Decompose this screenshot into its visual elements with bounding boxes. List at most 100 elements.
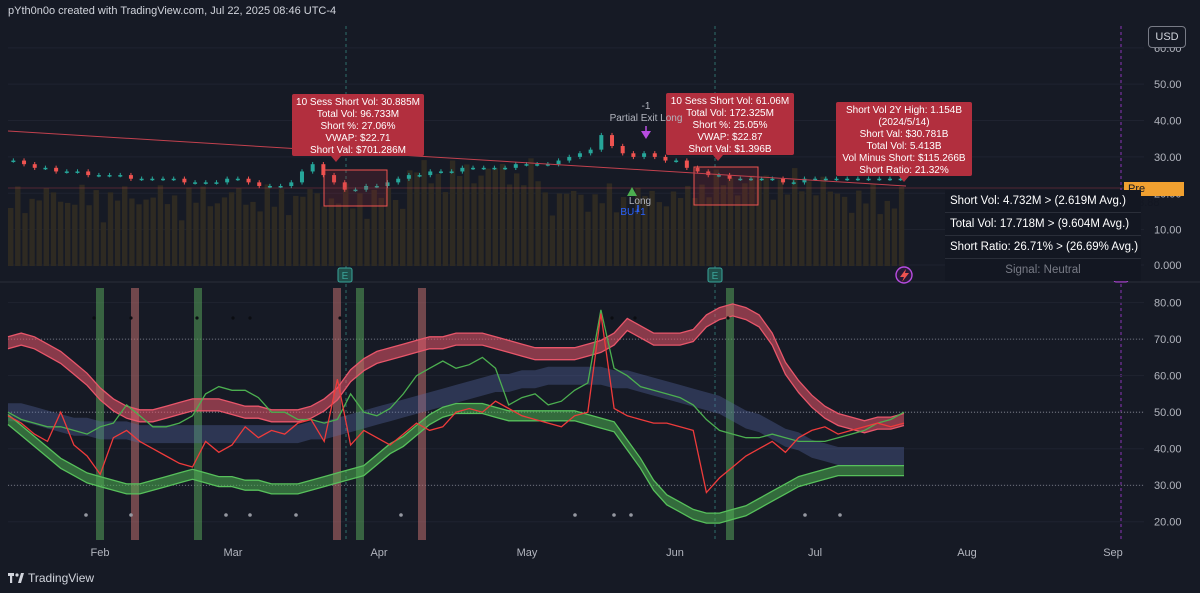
volume-bar [492, 168, 498, 266]
candle-body [524, 164, 529, 166]
volume-bar [43, 188, 49, 266]
bottom-dot [248, 513, 252, 517]
price-y-tick: 50.00 [1154, 79, 1182, 91]
volume-bar [585, 211, 591, 266]
volume-bar [236, 188, 242, 266]
candle-body [631, 153, 636, 157]
volume-bar [799, 191, 805, 266]
volume-bar [328, 198, 335, 266]
candle-body [214, 182, 219, 184]
osc-y-tick: 20.00 [1154, 517, 1182, 529]
volume-bar [471, 183, 477, 266]
annotation-line: Short %: 25.05% [692, 120, 767, 131]
time-tick: Feb [91, 547, 110, 559]
footer-brand-label: TradingView [28, 571, 95, 585]
volume-bar [849, 212, 855, 266]
volume-bar [93, 190, 99, 266]
volume-bar [264, 184, 270, 266]
candle-body [193, 182, 198, 184]
long-arrow-icon [627, 187, 637, 196]
time-tick: Jun [666, 547, 684, 559]
annotation-box [292, 94, 424, 156]
time-tick: Mar [224, 547, 243, 559]
volume-bar [129, 198, 135, 266]
candle-body [385, 182, 390, 186]
volume-bar [314, 193, 320, 266]
volume-bar [656, 202, 662, 266]
price-y-tick: 30.00 [1154, 152, 1182, 164]
volume-bar [649, 190, 655, 266]
volume-bar [556, 193, 563, 266]
red-oscillator-line [7, 313, 905, 494]
candle-body [22, 160, 27, 165]
volume-bar [742, 183, 748, 266]
volume-bar [478, 175, 484, 266]
volume-bar [193, 202, 199, 266]
volume-bar [200, 186, 206, 266]
volume-bar [321, 206, 327, 266]
candle-body [663, 156, 668, 161]
volume-bar [79, 184, 85, 266]
bottom-dot [629, 513, 633, 517]
earnings-marker: E [337, 267, 353, 283]
candle-body [449, 171, 454, 173]
footer-brand[interactable]: TradingView [8, 571, 94, 585]
annotation-line: 10 Sess Short Vol: 61.06M [671, 96, 789, 107]
candle-body [791, 182, 796, 184]
sell-signal-bar [333, 288, 341, 540]
volume-bar [706, 197, 712, 266]
bottom-dot [399, 513, 403, 517]
oscillator-series [7, 303, 905, 524]
candle-body [310, 164, 315, 172]
annotation-line: Short Ratio: 21.32% [859, 165, 949, 176]
candle-body [86, 171, 91, 176]
volume-bar [207, 206, 213, 266]
annotation-line: VWAP: $22.87 [697, 132, 763, 143]
candle-body [139, 178, 144, 181]
buy-signal-bar [726, 288, 734, 540]
volume-bar [364, 218, 370, 266]
volume-bar [699, 184, 705, 266]
time-tick: Apr [370, 547, 387, 559]
volume-bar [22, 213, 28, 266]
top-dot [726, 316, 730, 320]
annotation-line: Total Vol: 5.413B [866, 141, 941, 152]
oscillator-y-axis: 80.00 70.00 60.00 50.00 40.00 30.00 20.00 [1154, 298, 1182, 529]
osc-y-tick: 30.00 [1154, 480, 1182, 492]
candle-body [182, 178, 187, 183]
volume-bar [36, 200, 42, 266]
candle-body [706, 171, 711, 176]
candle-body [96, 175, 101, 177]
candle-body [43, 167, 48, 170]
candle-body [438, 171, 443, 173]
candle-body [577, 153, 582, 157]
annotation-pointer [899, 176, 909, 182]
volume-bar [392, 200, 399, 266]
candle-body [642, 153, 647, 157]
volume-bar [563, 193, 570, 266]
volume-bar [663, 206, 670, 266]
candle-body [150, 178, 155, 181]
volume-bar [300, 196, 306, 266]
bottom-dot [803, 513, 807, 517]
red-band-top-line [7, 303, 905, 422]
volume-bar [385, 188, 392, 266]
tradingview-logo-icon [8, 573, 24, 583]
top-dot [610, 316, 614, 320]
long-label: Long [629, 196, 651, 207]
candle-body [267, 186, 272, 188]
currency-button[interactable]: USD [1148, 26, 1186, 48]
volume-bar [578, 194, 584, 266]
volume-bar [813, 195, 819, 266]
candle-body [128, 175, 133, 179]
volume-bar [29, 198, 35, 266]
short-ratio-stat: Short Ratio: 26.71% > (26.69% Avg.) [945, 236, 1141, 259]
candle-body [823, 178, 828, 181]
candle-body [759, 178, 764, 181]
price-panel: 60.00 50.00 40.00 30.00 20.00 10.00 0.000 [7, 26, 1182, 540]
candle-body [299, 171, 304, 183]
top-dot [195, 316, 199, 320]
